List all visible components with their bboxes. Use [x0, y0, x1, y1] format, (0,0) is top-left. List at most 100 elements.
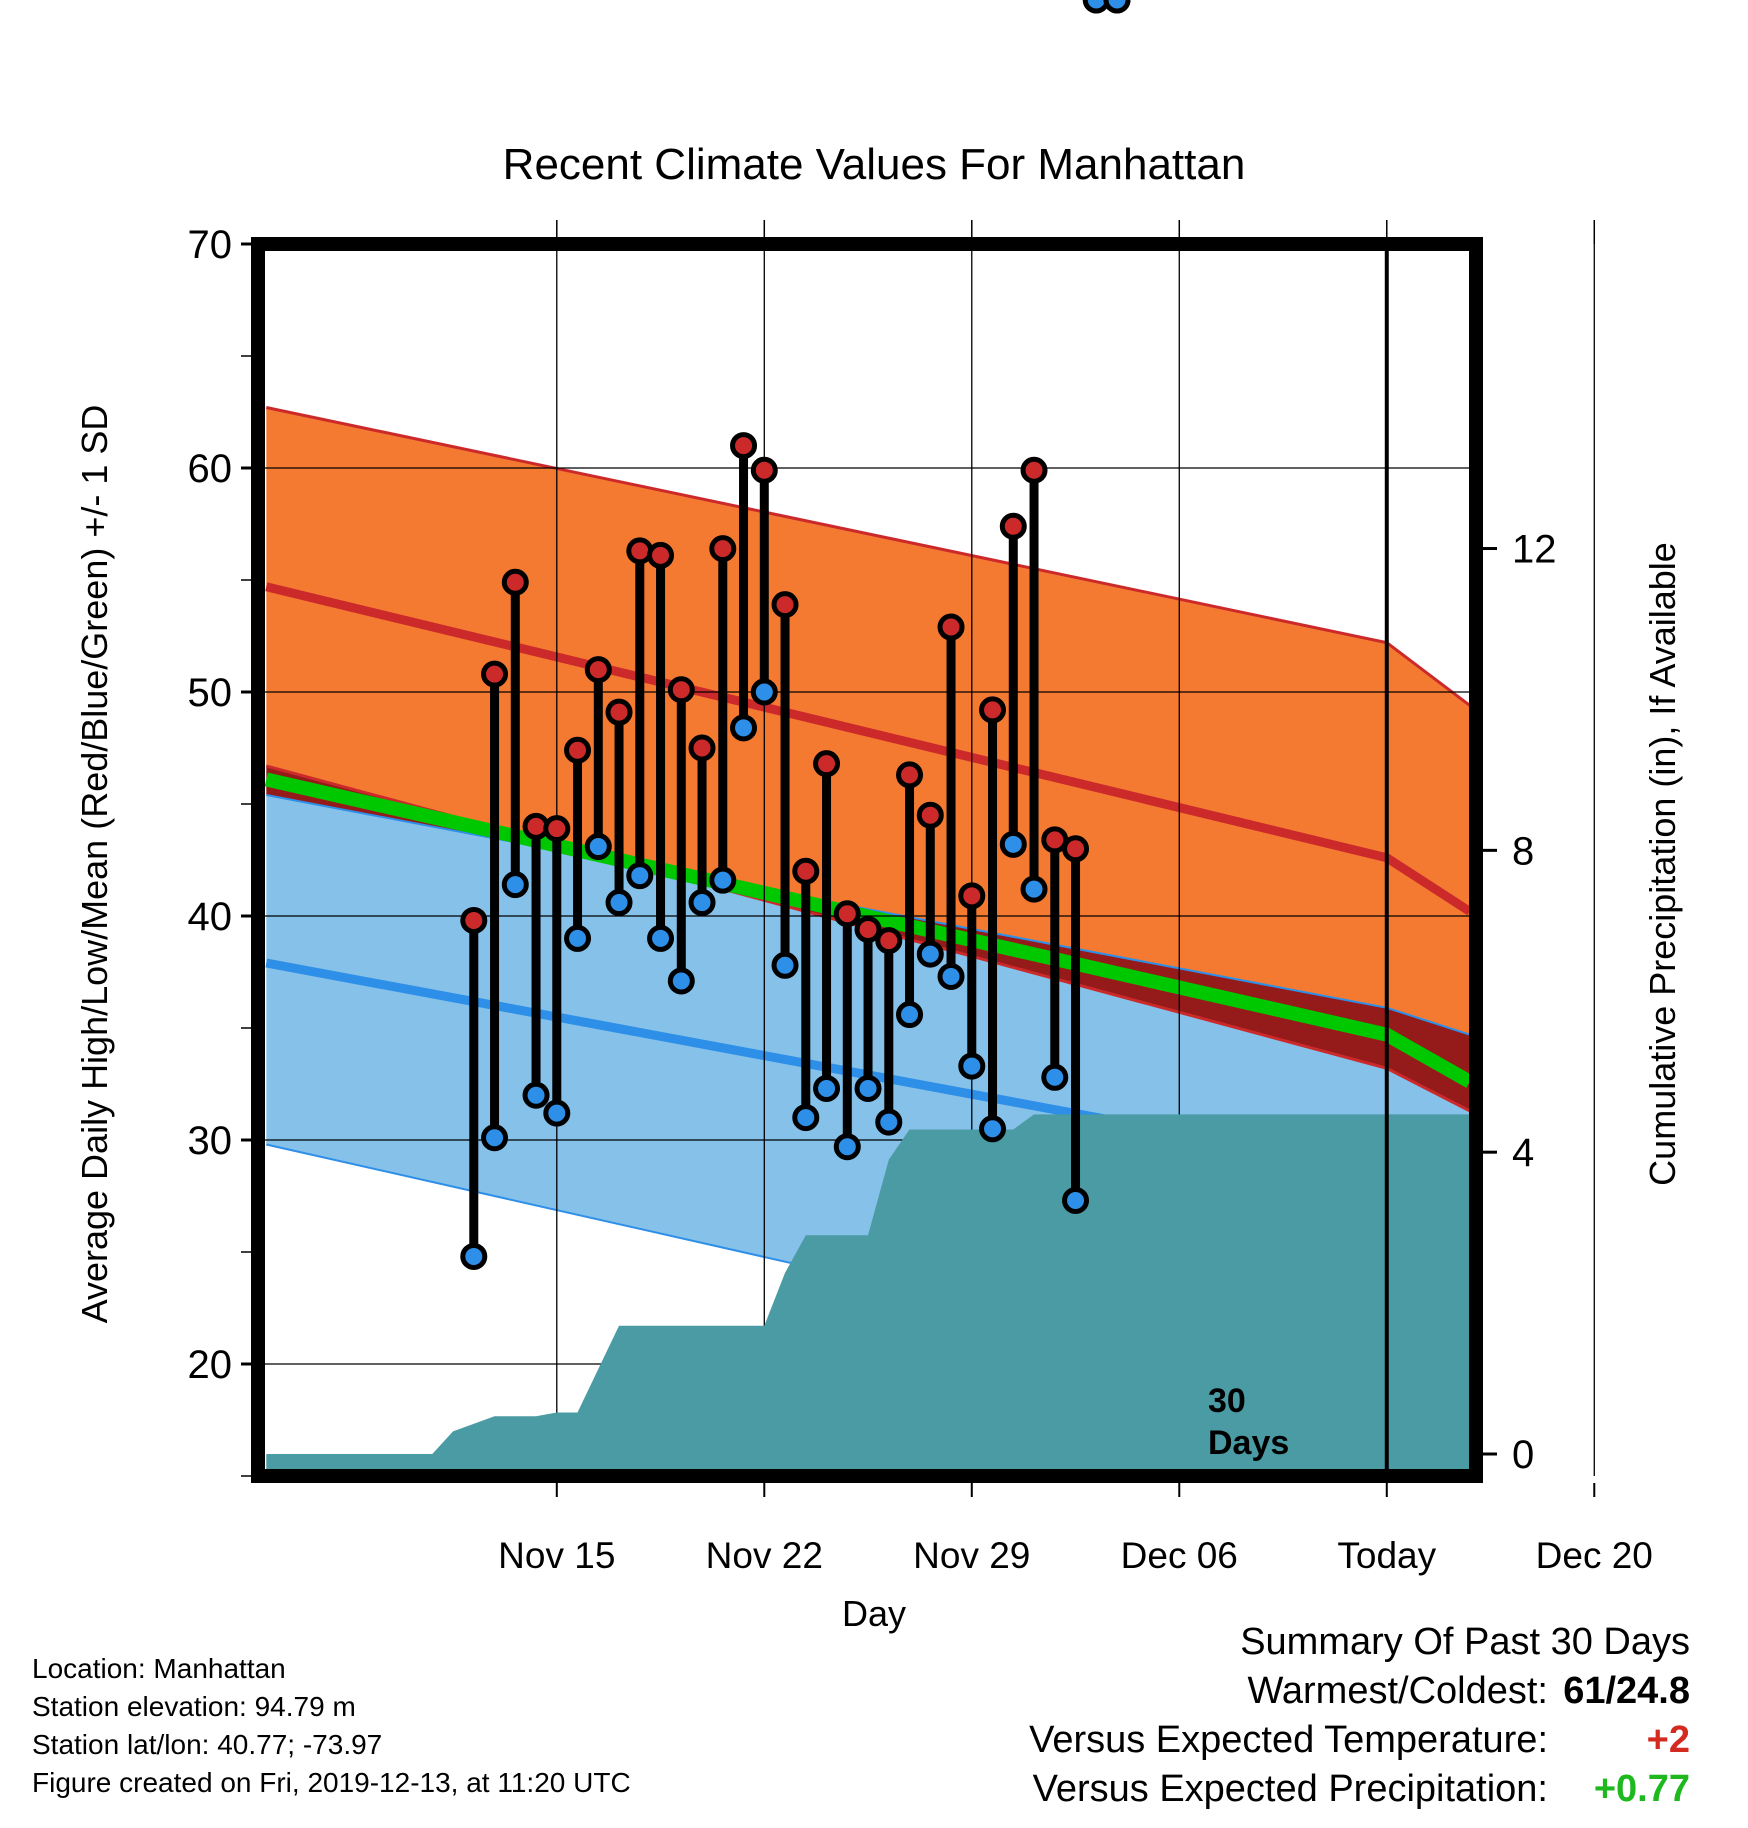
precipitation-fill: [266, 1114, 1470, 1476]
low-point: [813, 1074, 841, 1102]
plot-border: [251, 237, 1483, 1483]
low-point: [875, 1108, 903, 1136]
created-text: Figure created on Fri, 2019-12-13, at 11…: [32, 1767, 631, 1798]
summary-panel: Summary Of Past 30 Days Warmest/Coldest:…: [1029, 1618, 1690, 1814]
x-tick-label: Today: [1337, 1535, 1436, 1576]
axes: 20 30 40 50 60 70 0 4 8 12 Nov 15 Nov 22 Nov 29 Dec 0…: [188, 220, 1653, 1576]
elevation-text: Station elevation: 94.79 m: [32, 1691, 356, 1722]
summary-title: Summary Of Past 30 Days: [1240, 1621, 1690, 1663]
low-point: [896, 1001, 924, 1029]
high-point: [584, 656, 612, 684]
low-point: [854, 1074, 882, 1102]
warmest-value: 61: [1563, 1670, 1606, 1712]
x-tick-label: Dec 20: [1536, 1535, 1653, 1576]
high-point: [647, 541, 675, 569]
high-point: [481, 660, 509, 688]
high-point: [688, 734, 716, 762]
temp-vs-expected-value: +2: [1646, 1719, 1690, 1761]
plot-frame: [251, 237, 1483, 1483]
low-point: [916, 940, 944, 968]
low-point: [833, 1133, 861, 1161]
y-tick-label: 60: [188, 447, 233, 491]
high-point: [1020, 456, 1048, 484]
high-point: [709, 535, 737, 563]
high-point: [875, 927, 903, 955]
low-point: [584, 833, 612, 861]
low-point: [709, 866, 737, 894]
high-point: [958, 882, 986, 910]
precip-vs-expected-value: +0.77: [1593, 1768, 1690, 1810]
high-point: [979, 696, 1007, 724]
y2-tick-label: 0: [1512, 1433, 1534, 1477]
y-tick-label: 20: [188, 1343, 233, 1387]
warmest-coldest-value: 61/24.8: [1548, 1667, 1690, 1716]
high-point: [605, 698, 633, 726]
low-point: [626, 862, 654, 890]
precip-vs-expected-label: Versus Expected Precipitation:: [1032, 1768, 1548, 1810]
high-point: [999, 512, 1027, 540]
low-point: [543, 1099, 571, 1127]
low-point: [979, 1115, 1007, 1143]
temp-vs-expected-row: Versus Expected Temperature: +2: [1029, 1716, 1690, 1765]
low-point: [688, 889, 716, 917]
y2-axis-label: Cumulative Precipitation (in), If Availa…: [1642, 542, 1683, 1186]
high-point: [833, 900, 861, 928]
x-tick-label: Nov 29: [913, 1535, 1030, 1576]
low-point: [730, 714, 758, 742]
low-point: [750, 678, 778, 706]
y-tick-label: 40: [188, 895, 233, 939]
y-tick-label: 70: [188, 223, 233, 267]
summary-title-row: Summary Of Past 30 Days: [1029, 1618, 1690, 1667]
high-point: [771, 591, 799, 619]
location-text: Location: Manhattan: [32, 1653, 286, 1684]
low-point: [771, 951, 799, 979]
high-point: [564, 736, 592, 764]
low-point: [937, 962, 965, 990]
warmest-coldest-row: Warmest/Coldest: 61/24.8: [1029, 1667, 1690, 1716]
y-axis-label: Average Daily High/Low/Mean (Red/Blue/Gr…: [74, 405, 115, 1324]
precip-vs-expected-row: Versus Expected Precipitation: +0.77: [1029, 1765, 1690, 1814]
low-point: [958, 1052, 986, 1080]
low-point: [605, 889, 633, 917]
high-point: [730, 432, 758, 460]
high-point: [543, 815, 571, 843]
low-point: [1082, 0, 1110, 14]
high-point: [813, 750, 841, 778]
high-point: [667, 676, 695, 704]
high-point: [937, 613, 965, 641]
low-point: [1041, 1063, 1069, 1091]
low-point: [999, 830, 1027, 858]
coldest-value: /24.8: [1605, 1670, 1690, 1712]
high-point: [460, 906, 488, 934]
y2-tick-label: 12: [1512, 528, 1557, 572]
high-sd-band: [266, 407, 1470, 1111]
today-marker-label-line2: Days: [1208, 1424, 1289, 1462]
high-point: [854, 915, 882, 943]
warmest-coldest-label: Warmest/Coldest:: [1247, 1670, 1548, 1712]
low-point: [522, 1081, 550, 1109]
y2-tick-label: 8: [1512, 829, 1534, 873]
high-point: [792, 857, 820, 885]
y2-tick-label: 4: [1512, 1131, 1534, 1175]
high-point: [916, 801, 944, 829]
low-point: [481, 1124, 509, 1152]
high-point: [896, 761, 924, 789]
today-marker-label-line1: 30: [1208, 1382, 1246, 1420]
low-point: [1020, 875, 1048, 903]
low-point: [564, 924, 592, 952]
chart-title: Recent Climate Values For Manhattan: [503, 140, 1246, 189]
temp-vs-expected-label: Versus Expected Temperature:: [1029, 1719, 1548, 1761]
x-axis-label: Day: [842, 1593, 906, 1634]
daily-temperature-marks: [460, 0, 1131, 1270]
low-point: [667, 967, 695, 995]
low-point: [460, 1242, 488, 1270]
x-tick-label: Nov 22: [706, 1535, 823, 1576]
x-tick-label: Dec 06: [1121, 1535, 1238, 1576]
low-point: [647, 924, 675, 952]
precipitation-area: [266, 1114, 1470, 1476]
low-point: [792, 1104, 820, 1132]
y-tick-label: 50: [188, 671, 233, 715]
low-point: [1103, 0, 1131, 14]
low-point: [501, 871, 529, 899]
